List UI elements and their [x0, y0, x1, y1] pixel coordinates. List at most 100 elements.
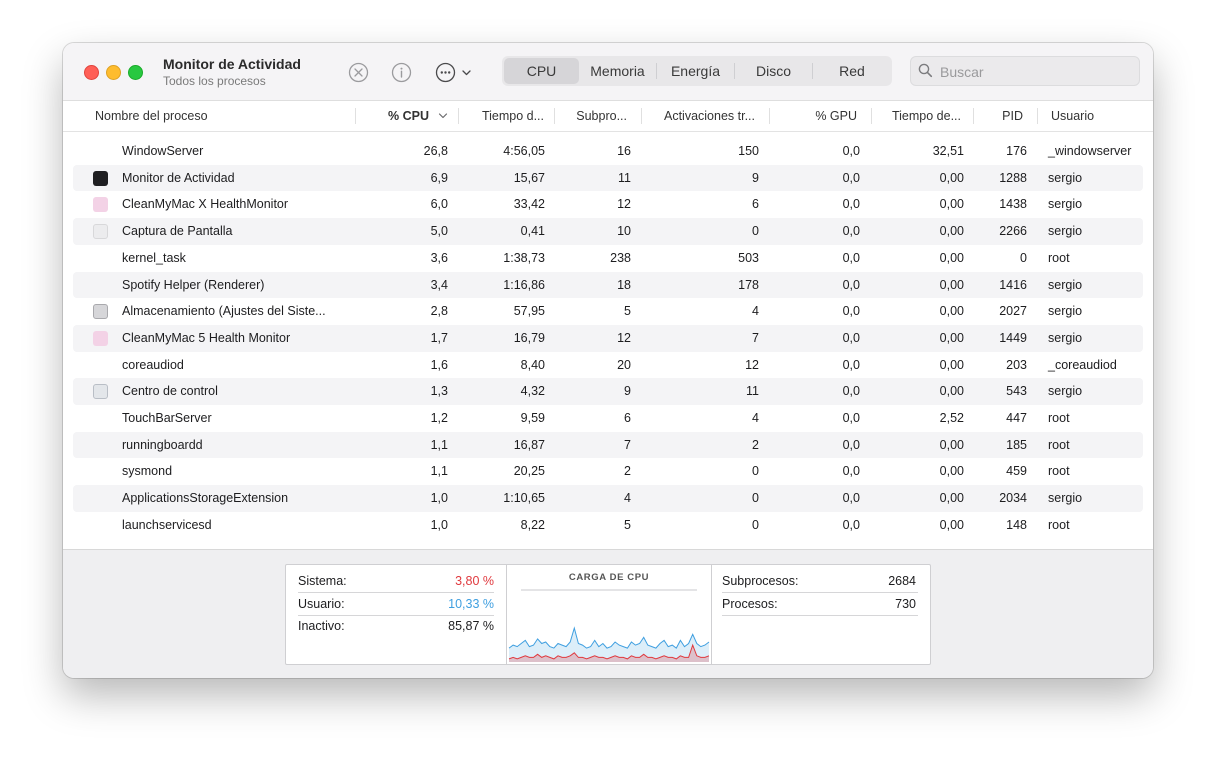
- cell-pid: 1449: [999, 330, 1027, 345]
- cell-gpu: 0,0: [842, 330, 860, 345]
- cpu-load-chart-title: CARGA DE CPU: [568, 572, 650, 583]
- table-row[interactable]: WindowServer 26,8 4:56,05 16 150 0,0 32,51 176 _…: [73, 138, 1143, 165]
- cell-gpu: 0,0: [842, 437, 860, 452]
- cell-user: root: [1048, 517, 1070, 532]
- idle-value: 85,87 %: [448, 619, 494, 633]
- tab-red[interactable]: Red: [839, 63, 865, 79]
- cell-gpu-time: 0,00: [939, 304, 964, 319]
- minimize-window-button[interactable]: [106, 65, 121, 80]
- cell-wakes: 4: [752, 304, 759, 319]
- column-header-process-name[interactable]: Nombre del proceso: [95, 109, 208, 123]
- table-row[interactable]: CleanMyMac X HealthMonitor 6,0 33,42 12 6 0,0…: [73, 191, 1143, 218]
- table-row[interactable]: Spotify Helper (Renderer) 3,4 1:16,86 18 178…: [73, 271, 1143, 299]
- tab-memoria[interactable]: Memoria: [590, 63, 645, 79]
- cell-user: root: [1048, 437, 1070, 452]
- column-header-idle-wakeups[interactable]: Activaciones tr...: [663, 109, 755, 123]
- cell-user: sergio: [1048, 304, 1083, 319]
- cell-gpu: 0,0: [842, 357, 860, 372]
- cell-user: sergio: [1048, 277, 1083, 292]
- cell-wakes: 6: [752, 197, 759, 212]
- cell-time: 57,95: [513, 304, 545, 319]
- process-name: Centro de control: [122, 384, 218, 399]
- sort-descending-icon: [438, 113, 448, 119]
- more-actions-menu-button[interactable]: [435, 60, 477, 84]
- cell-cpu: 1,3: [430, 384, 448, 399]
- zoom-window-button[interactable]: [128, 65, 143, 80]
- divider: [722, 615, 918, 616]
- table-row[interactable]: runningboardd 1,1 16,87 7 2 0,0 0,00 185 root: [73, 431, 1143, 459]
- cell-time: 8,22: [520, 517, 545, 532]
- table-row[interactable]: CleanMyMac 5 Health Monitor 1,7 16,79 12 7 0,…: [73, 324, 1143, 352]
- cell-user: sergio: [1048, 384, 1083, 399]
- tab-energia[interactable]: Energía: [670, 63, 721, 79]
- table-row[interactable]: Centro de control 1,3 4,32 9 11 0,0 0,00 543 ser…: [73, 378, 1143, 405]
- cell-threads: 6: [624, 411, 631, 425]
- search-icon: [918, 63, 933, 78]
- table-row[interactable]: Almacenamiento (Ajustes del Siste... 2,8 5…: [73, 298, 1143, 325]
- column-header-gpu-time[interactable]: Tiempo de...: [891, 109, 961, 123]
- table-row[interactable]: Captura de Pantalla 5,0 0,41 10 0 0,0 0,00 2266…: [73, 218, 1143, 245]
- cell-threads: 5: [624, 517, 631, 532]
- close-window-button[interactable]: [84, 65, 99, 80]
- column-header-pid[interactable]: PID: [1002, 109, 1023, 123]
- tab-separator: [734, 63, 735, 79]
- process-name: ApplicationsStorageExtension: [122, 491, 289, 506]
- column-header-cpu-time[interactable]: Tiempo d...: [481, 109, 544, 123]
- cell-gpu-time: 0,00: [939, 277, 964, 292]
- process-name: CleanMyMac 5 Health Monitor: [122, 330, 291, 345]
- activity-monitor-icon: [93, 170, 108, 186]
- column-header-gpu[interactable]: % GPU: [815, 109, 857, 123]
- process-name: Monitor de Actividad: [122, 170, 235, 185]
- table-row[interactable]: sysmond 1,1 20,25 2 0 0,0 0,00 459 root: [73, 458, 1143, 485]
- cell-cpu: 1,1: [430, 437, 448, 452]
- idle-label: Inactivo:: [298, 619, 345, 633]
- process-name: launchservicesd: [122, 517, 212, 532]
- process-name: Captura de Pantalla: [122, 224, 233, 239]
- user-load-line: [508, 626, 710, 649]
- cell-gpu: 0,0: [842, 224, 860, 239]
- process-name: CleanMyMac X HealthMonitor: [122, 197, 289, 212]
- cell-time: 1:38,73: [503, 250, 545, 265]
- tab-bar: CPU Memoria Energía Disco Red: [502, 56, 892, 86]
- table-row[interactable]: ApplicationsStorageExtension 1,0 1:10,65 4 0…: [73, 485, 1143, 512]
- cell-gpu-time: 0,00: [939, 170, 964, 185]
- process-table: WindowServer 26,8 4:56,05 16 150 0,0 32,51 176 _…: [63, 132, 1153, 549]
- tab-cpu[interactable]: CPU: [504, 58, 579, 84]
- cell-threads: 12: [617, 197, 631, 212]
- column-header-cpu[interactable]: % CPU: [388, 109, 429, 123]
- search-field[interactable]: [910, 56, 1140, 86]
- cell-time: 1:10,65: [503, 491, 545, 506]
- cell-pid: 1288: [999, 170, 1027, 185]
- cell-pid: 185: [1006, 437, 1027, 452]
- table-row[interactable]: kernel_task 3,6 1:38,73 238 503 0,0 0,00 0 root: [73, 245, 1143, 272]
- table-row[interactable]: coreaudiod 1,6 8,40 20 12 0,0 0,00 203 _coreaudi…: [73, 352, 1143, 379]
- cell-wakes: 150: [738, 144, 759, 158]
- cell-pid: 1438: [999, 197, 1027, 212]
- cell-cpu: 6,9: [430, 170, 448, 185]
- table-row[interactable]: launchservicesd 1,0 8,22 5 0 0,0 0,00 148 root: [73, 512, 1143, 539]
- cell-time: 4,32: [520, 384, 545, 399]
- table-row[interactable]: TouchBarServer 1,2 9,59 6 4 0,0 2,52 447 root: [73, 405, 1143, 432]
- column-header-threads[interactable]: Subpro...: [576, 109, 627, 123]
- cell-gpu-time: 32,51: [932, 144, 964, 158]
- cell-user: root: [1048, 464, 1070, 479]
- column-separator: [973, 108, 974, 124]
- table-row[interactable]: Monitor de Actividad 6,9 15,67 11 9 0,0 0,00 12…: [73, 164, 1143, 192]
- cell-cpu: 1,0: [430, 491, 448, 506]
- cell-wakes: 503: [738, 250, 759, 265]
- inspect-process-button[interactable]: [389, 60, 413, 84]
- cell-wakes: 12: [745, 357, 759, 372]
- threads-label: Subprocesos:: [722, 574, 799, 588]
- cell-cpu: 3,4: [430, 277, 448, 292]
- cleanmymac-icon: [93, 197, 108, 213]
- cell-pid: 148: [1006, 517, 1027, 532]
- stop-process-button[interactable]: [346, 60, 370, 84]
- cell-cpu: 1,6: [430, 357, 448, 372]
- column-header-user[interactable]: Usuario: [1051, 109, 1095, 123]
- process-name: Spotify Helper (Renderer): [122, 277, 265, 292]
- search-input[interactable]: [938, 60, 1132, 84]
- cpu-load-graph: [508, 589, 710, 662]
- cell-gpu: 0,0: [842, 197, 860, 212]
- toolbar: Monitor de Actividad Todos los procesos: [63, 43, 1153, 101]
- tab-disco[interactable]: Disco: [755, 63, 791, 79]
